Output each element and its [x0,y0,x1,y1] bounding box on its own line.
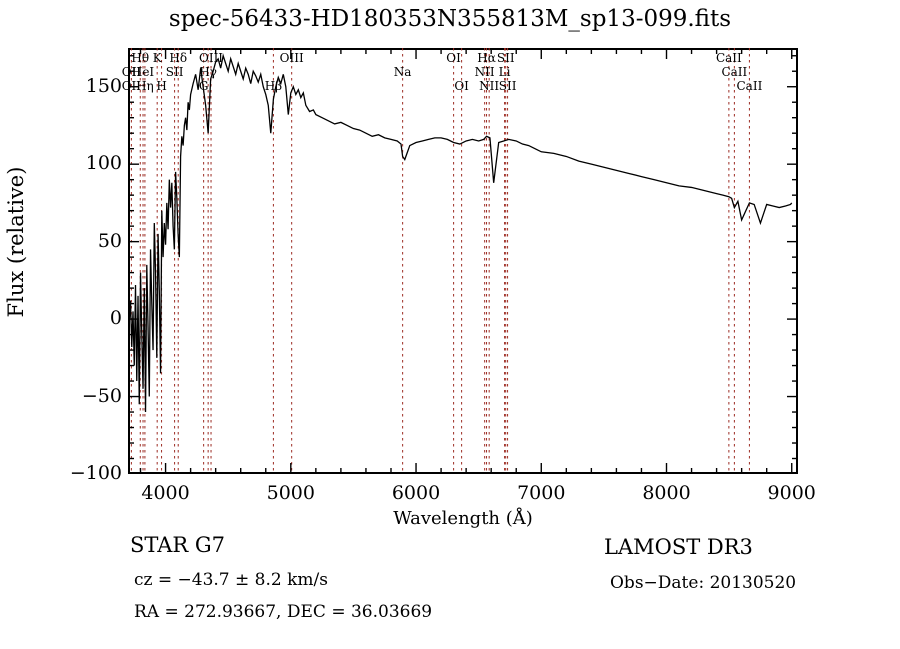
x-tick-label-3: 7000 [517,482,566,504]
spectral-line-label: OII [121,65,142,79]
spectral-line-label: K [152,51,162,65]
spectrum-canvas [128,48,798,474]
axis-tick-group [128,48,798,474]
x-tick-label-5: 9000 [767,482,816,504]
x-tick-label-1: 5000 [266,482,315,504]
spectral-line-label: SII [498,79,517,93]
coordinates-text: RA = 272.93667, DEC = 36.03669 [134,602,433,622]
y-tick-label-0: 150 [85,74,122,97]
spectral-line-label: OII [121,79,142,93]
page-title: spec-56433-HD180353N355813M_sp13-099.fit… [168,6,732,32]
spectral-line-label: OIII [198,51,224,65]
spectral-line-label: OIII [279,51,304,65]
spectral-line-label: CaII [736,79,763,93]
spectral-line-label: CaII [721,65,748,79]
spectral-line-label: G [198,79,209,93]
spectral-line-label: SII [496,51,515,65]
x-tick-label-2: 6000 [391,482,441,504]
x-tick-label-4: 8000 [642,482,691,504]
spectral-line-label: CaII [715,51,742,65]
flux-curve-group [128,53,793,413]
spectral-line-label: Li [498,65,511,79]
y-tick-label-5: −100 [69,462,122,484]
spectral-line-label: OI [454,79,469,93]
y-tick-label-3: 0 [109,307,122,330]
spectral-line-label: Hγ [199,65,217,79]
spectral-line-label: Hα [477,51,496,65]
y-axis-label: Flux (relative) [4,166,28,318]
redshift-text: cz = −43.7 ± 8.2 km/s [134,570,328,590]
spectral-line-label: NII [479,79,500,93]
spectral-line-label: Hθ [131,51,150,65]
obs-date-text: Obs−Date: 20130520 [610,573,797,593]
spectral-line-label: H [156,79,167,93]
x-axis-label: Wavelength (Å) [393,508,533,529]
spectral-line-label: OI [446,51,461,65]
spectral-line-label: SII [165,65,184,79]
spectral-line-label: Hη [136,79,154,93]
survey-text: LAMOST DR3 [604,535,753,559]
spectral-line-label: Na [393,65,412,79]
spectral-line-label: Hδ [169,51,188,65]
spectral-line-label: Hβ [264,79,283,93]
y-tick-label-1: 100 [85,152,122,175]
y-tick-label-4: −50 [81,384,122,407]
spectral-line-label: NII [474,65,495,79]
star-class-text: STAR G7 [130,533,226,557]
y-tick-label-2: 50 [97,229,122,252]
x-tick-label-0: 4000 [141,482,190,504]
spectral-line-label: HeI [131,65,155,79]
flux-curve [128,53,793,413]
line-marker-group [130,48,750,474]
plot-frame [128,48,798,474]
